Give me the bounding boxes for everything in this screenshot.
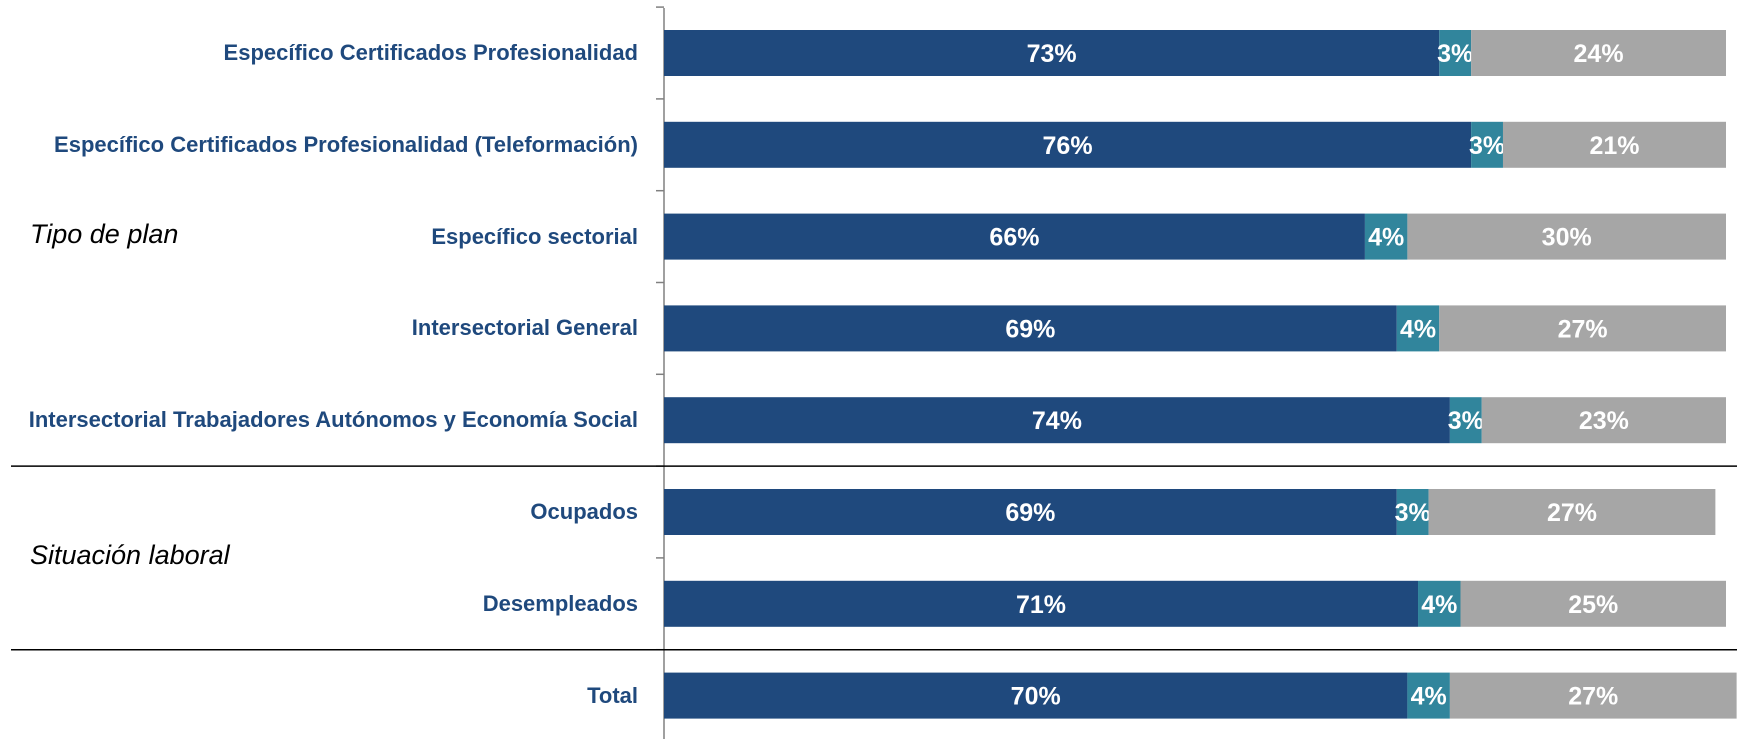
data-label: 21% [1589, 132, 1639, 160]
bar-segment [664, 672, 1408, 719]
data-label: 71% [1016, 591, 1066, 619]
category-label: Específico sectorial [18, 197, 638, 277]
data-label: 3% [1437, 40, 1473, 68]
bar-segment [1460, 580, 1726, 627]
data-label: 4% [1400, 315, 1436, 343]
data-label: 23% [1579, 407, 1629, 435]
bar-segment [664, 30, 1440, 76]
category-label: Intersectorial Trabajadores Autónomos y … [18, 380, 638, 460]
group-label: Tipo de plan [30, 218, 179, 249]
bar-segment [1471, 30, 1726, 76]
bar-segment [1407, 213, 1726, 260]
data-label: 4% [1411, 683, 1447, 711]
data-label: 3% [1469, 132, 1505, 160]
bar-segment [1428, 489, 1716, 535]
category-text: Específico sectorial [431, 223, 638, 249]
category-label: Específico Certificados Profesionalidad … [18, 105, 638, 185]
data-label: 24% [1574, 40, 1624, 68]
category-text: Total [587, 682, 638, 708]
category-text: Intersectorial General [411, 315, 638, 341]
data-label: 25% [1568, 591, 1618, 619]
data-label: 27% [1558, 315, 1608, 343]
data-label: 69% [1005, 499, 1055, 527]
data-label: 74% [1032, 407, 1082, 435]
category-label: Ocupados [18, 472, 638, 552]
data-label: 70% [1011, 683, 1061, 711]
bar-segment [664, 213, 1365, 260]
data-label: 3% [1448, 407, 1484, 435]
data-label: 76% [1043, 132, 1093, 160]
data-label: 69% [1005, 315, 1055, 343]
data-label: 30% [1542, 224, 1592, 252]
bar-segment [664, 305, 1397, 352]
bar-segment [1439, 305, 1726, 352]
bar-segment [664, 121, 1472, 168]
bar-segment [1418, 580, 1461, 627]
bar-segment [1449, 397, 1482, 444]
category-text: Ocupados [530, 499, 638, 524]
category-text: Desempleados [482, 590, 638, 616]
category-text: Específico Certificados Profesionalidad … [54, 131, 638, 157]
bar-segment [1396, 489, 1429, 535]
bar-segment [1407, 672, 1450, 719]
bar-segment [1449, 672, 1737, 719]
data-label: 3% [1395, 499, 1431, 527]
category-text: Intersectorial Trabajadores Autónomos y … [28, 407, 638, 433]
group-label: Situación laboral [30, 539, 230, 570]
data-label: 27% [1568, 683, 1618, 711]
data-label: 4% [1421, 591, 1457, 619]
bar-segment [1396, 305, 1440, 352]
bar-segment [664, 489, 1397, 535]
bar-segment [664, 397, 1450, 444]
bar-segment [1471, 121, 1503, 168]
data-label: 4% [1368, 224, 1404, 252]
category-label: Específico Certificados Profesionalidad [18, 13, 638, 93]
category-label: Total [18, 656, 638, 736]
bar-segment [1481, 397, 1726, 444]
bar-segment [1502, 121, 1726, 168]
bar-segment [1364, 213, 1408, 260]
data-label: 27% [1547, 499, 1597, 527]
category-label: Intersectorial General [18, 288, 638, 368]
category-label: Desempleados [18, 564, 638, 644]
bar-segment [1439, 30, 1472, 76]
bar-segment [664, 580, 1419, 627]
data-label: 73% [1027, 40, 1077, 68]
category-text: Específico Certificados Profesionalidad [223, 40, 638, 65]
data-label: 66% [989, 224, 1039, 252]
